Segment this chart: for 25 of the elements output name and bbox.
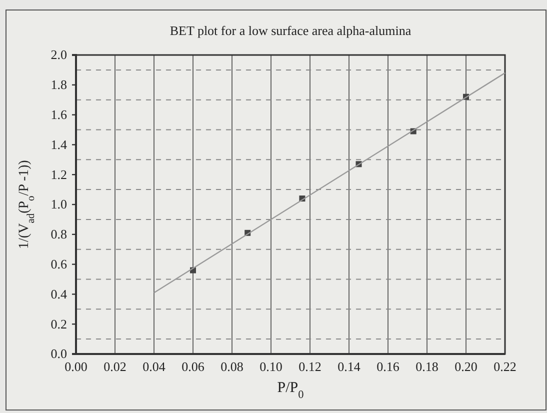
x-tick-label: 0.12 bbox=[298, 359, 322, 374]
x-tick-label: 0.02 bbox=[104, 359, 126, 374]
y-tick-label: 2.0 bbox=[50, 47, 67, 62]
y-tick-label: 0.6 bbox=[50, 256, 68, 272]
y-tick-label: 0.0 bbox=[50, 346, 67, 362]
y-tick-label: 0.8 bbox=[50, 226, 67, 242]
y-tick-label: 1.2 bbox=[50, 166, 67, 182]
x-tick-label: 0.10 bbox=[260, 359, 282, 374]
x-tick-label: 0.14 bbox=[338, 359, 361, 374]
y-tick-label: 0.2 bbox=[50, 316, 67, 332]
x-tick-label: 0.20 bbox=[454, 359, 478, 374]
x-tick-label: 0.16 bbox=[376, 359, 400, 374]
x-tick-label: 0.00 bbox=[64, 359, 88, 374]
y-tick-label: 1.6 bbox=[50, 106, 68, 122]
chart-title: BET plot for a low surface area alpha-alumina bbox=[170, 23, 412, 38]
x-tick-label: 0.22 bbox=[494, 359, 516, 374]
x-tick-label: 0.06 bbox=[182, 359, 205, 374]
y-tick-label: 0.4 bbox=[50, 286, 68, 302]
x-tick-label: 0.04 bbox=[142, 359, 166, 374]
x-axis-title: P/P$_{0}$ bbox=[277, 380, 304, 401]
y-tick-label: 1.4 bbox=[50, 136, 68, 152]
y-tick-label: 1.8 bbox=[50, 77, 67, 92]
x-tick-label: 0.18 bbox=[416, 359, 438, 374]
x-tick-label: 0.08 bbox=[220, 359, 244, 374]
y-tick-label: 1.0 bbox=[50, 196, 67, 212]
